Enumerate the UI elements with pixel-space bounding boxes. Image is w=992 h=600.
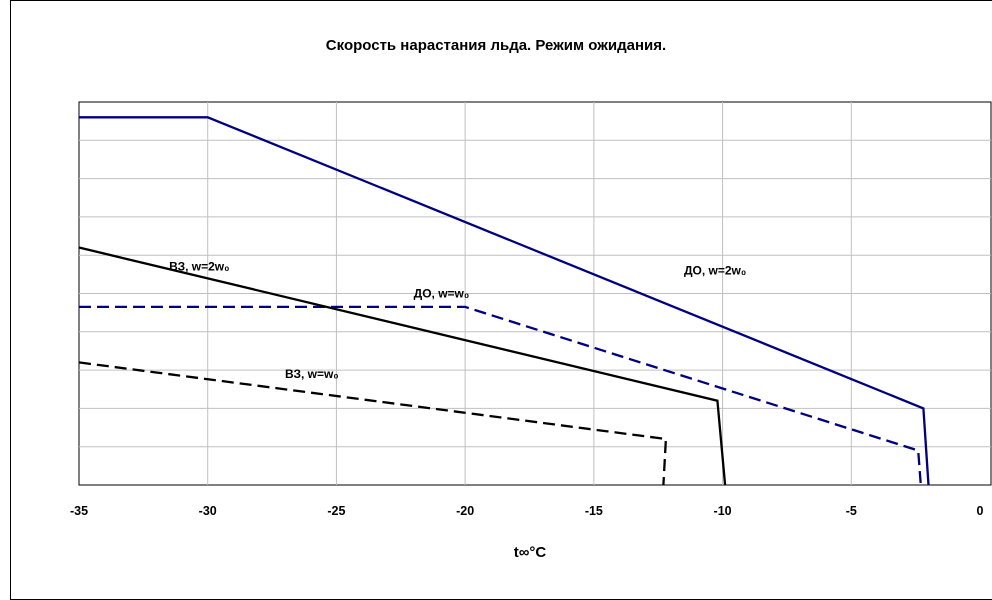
series-group	[78, 116, 930, 486]
x-tick-label: -5	[846, 504, 857, 518]
series-line-3	[78, 246, 727, 486]
x-tick-label: -30	[199, 504, 217, 518]
series-line-4	[78, 361, 668, 486]
x-tick-label: -25	[327, 504, 345, 518]
x-tick-label: -15	[585, 504, 603, 518]
annotation-2: ДО, w=w₀	[414, 286, 470, 300]
x-tick-labels: -35 -30 -25 -20 -15 -10 -5 0	[70, 504, 984, 518]
annotation-3: ВЗ, w=2w₀	[169, 260, 229, 274]
x-tick-label: 0	[977, 504, 984, 518]
annotation-4: ВЗ, w=w₀	[285, 367, 339, 381]
x-tick-label: -35	[70, 504, 88, 518]
annotations: ДО, w=2w₀ ДО, w=w₀ ВЗ, w=2w₀ ВЗ, w=w₀	[169, 260, 746, 381]
x-tick-label: -20	[456, 504, 474, 518]
grid	[79, 102, 991, 485]
annotation-1: ДО, w=2w₀	[684, 263, 746, 277]
series-line-1	[79, 116, 930, 486]
x-axis-label: t∞°C	[513, 544, 547, 561]
chart-title: Скорость нарастания льда. Режим ожидания…	[325, 37, 667, 54]
x-tick-label: -10	[714, 504, 732, 518]
series-line-2	[79, 305, 922, 486]
